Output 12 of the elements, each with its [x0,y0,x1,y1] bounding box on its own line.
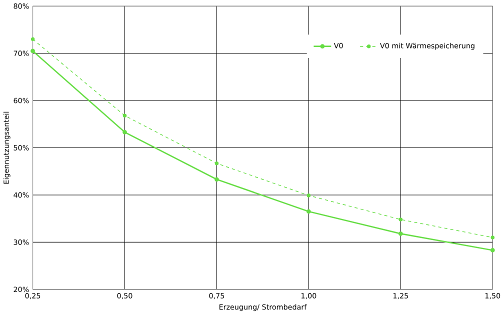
point [30,48,35,53]
point [122,130,127,134]
point [490,248,495,252]
point [214,161,219,165]
point [306,193,311,198]
point [490,235,495,240]
point [398,217,403,222]
point [398,231,403,236]
point [214,176,219,182]
point [30,37,35,41]
point [122,114,127,118]
point [306,209,311,214]
